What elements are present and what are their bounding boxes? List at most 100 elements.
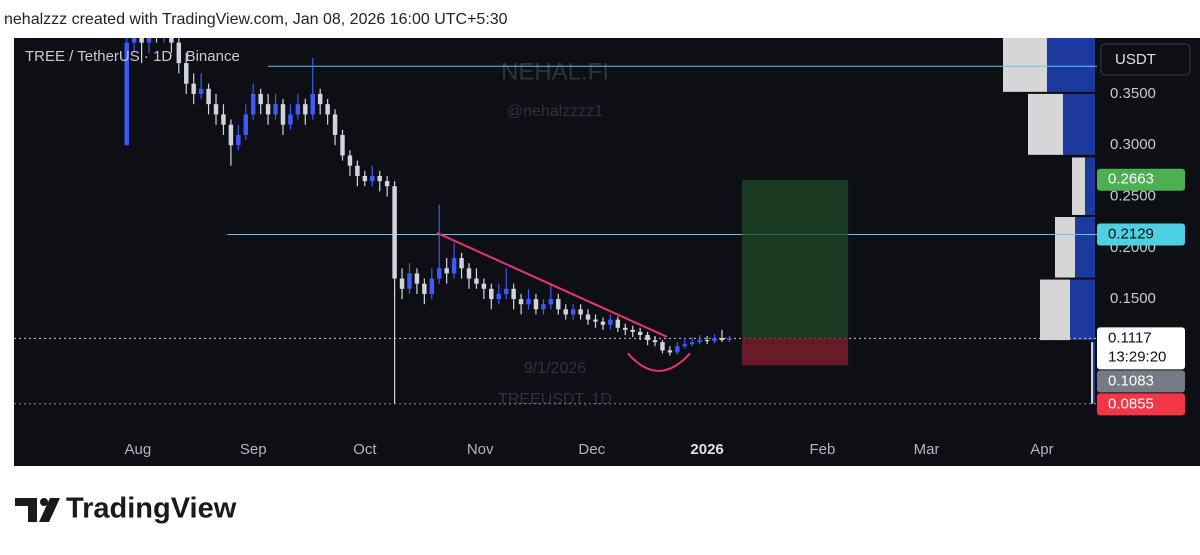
candle-body	[489, 288, 494, 300]
candle-body	[206, 88, 211, 105]
candle-body	[139, 38, 144, 43]
y-tick-label: 0.2500	[1110, 187, 1156, 204]
candle-body	[533, 299, 539, 310]
candle-body	[213, 104, 219, 115]
watermark: 9/1/2026	[524, 360, 586, 377]
x-tick-label: Dec	[578, 441, 605, 458]
candle-body	[451, 258, 457, 274]
logo-t	[15, 498, 37, 522]
candle-body	[704, 340, 710, 342]
candle-body	[518, 299, 524, 305]
candle-body	[332, 114, 338, 135]
candle-body	[637, 331, 643, 335]
candle-body	[474, 278, 479, 284]
volume-up	[1075, 217, 1095, 278]
x-tick-label: 2026	[690, 441, 723, 458]
candle-body	[682, 344, 688, 347]
candle-body	[608, 319, 613, 325]
candle-body	[429, 278, 435, 294]
candle-body	[236, 134, 241, 146]
trendline	[436, 231, 668, 338]
candle-body	[407, 273, 412, 289]
x-tick-label: Aug	[125, 441, 152, 458]
candle-body	[184, 63, 189, 84]
volume-down	[1003, 38, 1047, 92]
price-label-box	[1097, 370, 1185, 393]
candle-body	[176, 42, 182, 64]
price-label: 0.0855	[1108, 395, 1154, 412]
candle-body	[712, 338, 717, 342]
candle-body	[548, 299, 554, 305]
arc	[627, 352, 691, 372]
candle-body	[392, 186, 397, 279]
candle-body	[399, 278, 405, 289]
candle-body	[630, 329, 635, 332]
price-label: 0.1083	[1108, 372, 1154, 389]
candle-body	[526, 299, 531, 305]
candle-body	[228, 124, 234, 146]
candle-body	[645, 334, 650, 341]
plot-area: NEHAL.FI @nehalzzzz1 9/1/2026 TREEUSDT, 1D	[14, 38, 1097, 408]
volume-up	[1063, 93, 1095, 155]
countdown: 13:29:20	[1108, 348, 1166, 365]
credit: nehalzzz created with TradingView.com, J…	[4, 11, 508, 28]
y-tick-label: 0.1500	[1110, 290, 1156, 307]
candle-body	[511, 288, 516, 300]
candle-body	[556, 299, 561, 310]
price-label: 0.1117	[1108, 329, 1152, 346]
watermark: TREEUSDT, 1D	[498, 391, 612, 408]
x-tick-label: Sep	[240, 441, 267, 458]
x-tick-label: Apr	[1030, 441, 1053, 458]
brand: TradingView	[66, 493, 237, 525]
candle-body	[146, 38, 152, 43]
volume-up	[1093, 342, 1095, 404]
candle-body	[727, 338, 732, 341]
volume-up	[1047, 38, 1095, 92]
candle-body	[131, 38, 137, 43]
candle-body	[191, 83, 196, 94]
currency: USDT	[1115, 51, 1156, 68]
candle-body	[496, 293, 501, 300]
candle-body	[273, 104, 278, 115]
candle-body	[444, 268, 449, 274]
candle-body	[578, 309, 583, 315]
candle-body	[221, 114, 226, 125]
candle-body	[384, 181, 390, 187]
candle-body	[310, 93, 315, 115]
candle-body	[459, 258, 464, 269]
candle-body	[600, 321, 606, 325]
position-stop	[742, 338, 849, 366]
volume-down	[1072, 157, 1085, 215]
volume-down	[1028, 93, 1063, 155]
watermark: NEHAL.FI	[501, 58, 609, 85]
candle-body	[325, 104, 330, 115]
candle-body	[340, 134, 345, 156]
price-label-box	[1097, 327, 1185, 370]
candle-body	[317, 93, 323, 105]
price-label: 0.2129	[1108, 226, 1154, 243]
candle-body	[124, 42, 129, 146]
candle-body	[593, 319, 598, 322]
candle-body	[570, 309, 576, 315]
volume-down	[1040, 279, 1070, 341]
candle-body	[362, 175, 368, 182]
candle-body	[265, 104, 271, 115]
candle-body	[258, 93, 263, 105]
symbol-title: TREE / TetherUS · 1D · Binance	[25, 48, 240, 65]
candle-body	[347, 155, 353, 166]
candle-body	[377, 175, 382, 182]
candle-body	[652, 340, 658, 343]
candle-body	[437, 268, 442, 279]
watermark: @nehalzzzz1	[507, 103, 603, 120]
candle-body	[295, 104, 301, 115]
candle-body	[481, 283, 487, 289]
price-label-box	[1097, 168, 1185, 191]
currency-box	[1100, 43, 1191, 76]
candle-body	[198, 88, 204, 94]
candle-body	[585, 314, 591, 320]
volume-up	[1070, 279, 1095, 341]
price-label-box	[1097, 223, 1185, 246]
candle-body	[370, 175, 375, 182]
